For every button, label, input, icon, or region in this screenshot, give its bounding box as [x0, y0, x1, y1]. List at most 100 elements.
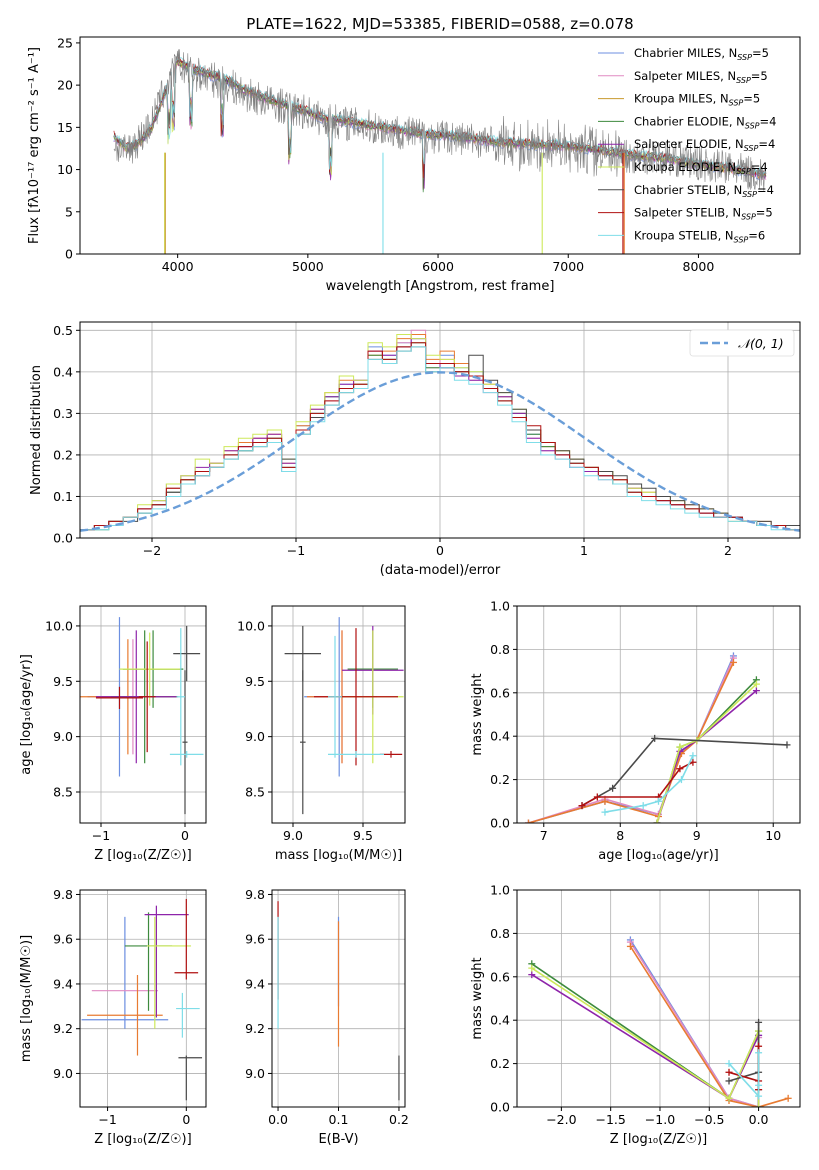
axes-frame [79, 36, 801, 255]
plot-area [80, 329, 800, 538]
legend-label: Chabrier ELODIE, NSSP=4 [634, 114, 776, 130]
y-tick-label: 9.6 [245, 932, 265, 947]
legend: Chabrier MILES, NSSP=5 Salpeter MILES, NS… [598, 46, 776, 244]
x-tick-label: −0.5 [694, 1112, 724, 1127]
x-tick-label: 4000 [162, 259, 194, 274]
mass-weight-marker [639, 802, 647, 810]
residual-histogram-panel: −2 −1 0 1 2 0.0 0.1 0.2 0.3 0.4 0.5 (data-model)/er… [29, 321, 801, 578]
y-tick-label: 0.0 [53, 531, 73, 546]
x-tick-label: 1 [580, 543, 588, 558]
histogram-step-line [80, 346, 800, 538]
x-tick-label: 8000 [683, 259, 715, 274]
y-tick-label: 0.2 [490, 772, 510, 787]
mass-weight-marker [609, 784, 617, 792]
x-axis-label: age [log₁₀(age/yr)] [598, 848, 719, 863]
y-tick-label: 9.4 [245, 976, 265, 991]
mass-weight-marker [676, 765, 684, 773]
mass-weight-line [629, 939, 760, 1107]
y-tick-label: 0.4 [53, 364, 73, 379]
normal-reference-curve [80, 371, 800, 532]
y-tick-label: 9.0 [53, 1066, 73, 1081]
metallicity-mass-panel: −1 0 9.0 9.2 9.4 9.6 9.8 Z [log₁₀(Z/Z☉)] mass [l… [19, 887, 207, 1147]
x-tick-label: −2 [143, 543, 161, 558]
x-tick-label: −1 [92, 828, 110, 843]
mass-weight-marker [783, 741, 791, 749]
x-tick-label: 5000 [292, 259, 324, 274]
mass-weight-marker [755, 1092, 763, 1100]
x-tick-label: −2.0 [546, 1112, 576, 1127]
mass-weight-line [656, 679, 757, 823]
y-tick-label: 10.0 [45, 618, 73, 633]
y-tick-label: 9.0 [245, 1066, 265, 1081]
mass-weight-line [528, 655, 735, 823]
y-axis-label: Flux [fλ10⁻¹⁷ erg cm⁻² s⁻¹ A⁻¹] [27, 47, 42, 244]
y-axis-label: mass weight [470, 957, 485, 1039]
mass-weight-marker [677, 776, 685, 784]
mass-weight-marker [689, 752, 697, 760]
y-tick-label: 8.5 [245, 785, 265, 800]
plot-area [277, 901, 400, 1101]
mass-weight-marker [524, 819, 532, 823]
mass-weight-line [531, 963, 760, 1107]
legend-label: Kroupa STELIB, NSSP=6 [634, 228, 765, 244]
y-tick-label: 0.6 [490, 685, 510, 700]
x-tick-label: 10 [765, 828, 781, 843]
x-tick-label: 8 [616, 828, 624, 843]
y-tick-label: 9.5 [245, 674, 265, 689]
mass-weight-marker [655, 797, 662, 805]
legend-label: Kroupa MILES, NSSP=5 [634, 92, 760, 108]
y-tick-label: 0.8 [490, 642, 510, 657]
y-tick-label: 9.0 [53, 729, 73, 744]
y-tick-label: 0.2 [53, 447, 73, 462]
figure-title: PLATE=1622, MJD=53385, FIBERID=0588, z=0… [246, 15, 633, 33]
y-tick-label: 0.4 [490, 1013, 510, 1028]
age-massweight-panel: 7 8 9 10 0.0 0.2 0.4 0.6 0.8 1.0 age [log₁₀(age/yr… [470, 599, 801, 863]
mass-weight-marker [784, 1094, 792, 1102]
x-tick-label: 0 [181, 828, 189, 843]
y-tick-label: 0.8 [490, 926, 510, 941]
legend-label: Salpeter ELODIE, NSSP=4 [634, 137, 775, 153]
legend-label: Chabrier STELIB, NSSP=4 [634, 183, 774, 199]
plot-area [80, 617, 204, 815]
axes-frame [516, 889, 801, 1108]
y-tick-label: 9.4 [53, 976, 73, 991]
y-tick-label: 15 [57, 120, 73, 135]
plot-area [113, 49, 767, 254]
y-tick-label: 9.0 [245, 729, 265, 744]
x-axis-label: Z [log₁₀(Z/Z☉)] [94, 848, 191, 863]
y-axis-label: mass weight [470, 673, 485, 755]
x-axis-label: Z [log₁₀(Z/Z☉)] [610, 1132, 707, 1147]
mass-weight-line [629, 941, 760, 1107]
legend-box [689, 329, 795, 357]
x-tick-label: 0.0 [749, 1112, 769, 1127]
y-tick-label: 0.6 [490, 969, 510, 984]
axes-frame [516, 605, 801, 824]
x-tick-label: 7000 [552, 259, 584, 274]
mass-weight-marker [528, 971, 536, 979]
x-tick-label: 9.5 [353, 828, 373, 843]
x-tick-label: 0.2 [389, 1112, 409, 1127]
mass-weight-line [531, 967, 760, 1107]
x-tick-label: −1 [287, 543, 305, 558]
mass-weight-marker [676, 743, 684, 751]
x-tick-label: 0.0 [268, 1112, 288, 1127]
y-tick-label: 5 [65, 204, 73, 219]
y-tick-label: 0.3 [53, 406, 73, 421]
metallicity-age-panel: −1 0 8.5 9.0 9.5 10.0 Z [log₁₀(Z/Z☉)] age [log₁… [19, 605, 207, 863]
ebv-mass-panel: 0.0 0.1 0.2 9.0 9.2 9.4 9.6 9.8 E(B-V) [245, 887, 409, 1147]
y-tick-label: 0 [65, 247, 73, 262]
x-axis-label: mass [log₁₀(M/M☉)] [275, 848, 402, 863]
x-tick-label: 9 [693, 828, 701, 843]
legend-label: Salpeter STELIB, NSSP=5 [634, 206, 773, 222]
mass-age-panel: 9.0 9.5 8.5 9.0 9.5 10.0 mass [log₁₀(M/M☉)] [237, 605, 406, 863]
mass-weight-marker [601, 808, 609, 816]
legend-label: 𝒩(0, 1) [738, 336, 784, 351]
mass-weight-marker [593, 793, 601, 801]
x-tick-label: 7 [540, 828, 548, 843]
y-tick-label: 1.0 [490, 599, 510, 614]
x-tick-label: −1.0 [645, 1112, 675, 1127]
mass-weight-marker [755, 1081, 763, 1089]
x-axis-label: Z [log₁₀(Z/Z☉)] [94, 1132, 191, 1147]
y-tick-label: 9.5 [53, 674, 73, 689]
